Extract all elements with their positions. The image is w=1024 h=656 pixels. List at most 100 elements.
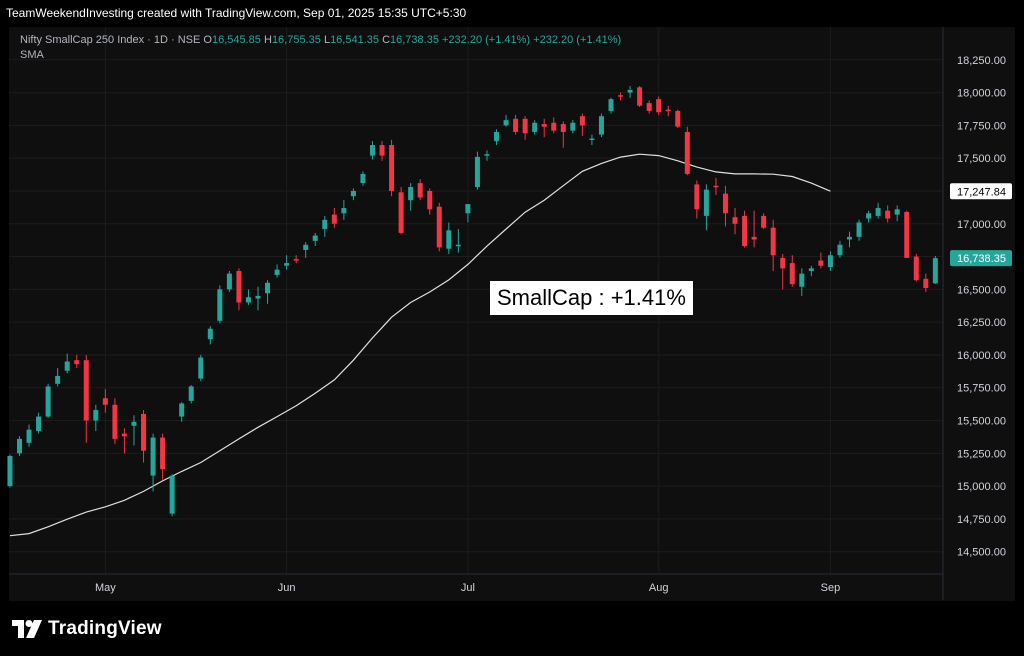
candle-up bbox=[808, 268, 814, 271]
candle-down bbox=[331, 214, 337, 224]
candle-down bbox=[780, 257, 786, 269]
legend-ohlc-row: Nifty SmallCap 250 Index · 1D · NSE O16,… bbox=[20, 33, 621, 48]
chart-caption: TeamWeekendInvesting created with Tradin… bbox=[6, 6, 467, 20]
x-tick-label: Jun bbox=[278, 582, 296, 594]
candle-down bbox=[656, 99, 662, 113]
candle-up bbox=[589, 138, 595, 140]
candle-down bbox=[398, 192, 404, 233]
candle-up bbox=[799, 273, 805, 287]
y-tick-label: 17,000.00 bbox=[957, 219, 1006, 231]
open-label: O bbox=[203, 34, 212, 46]
candle-down bbox=[160, 437, 166, 470]
candle-up bbox=[36, 416, 42, 432]
candle-down bbox=[102, 398, 108, 405]
candle-down bbox=[637, 87, 643, 106]
candle-up bbox=[188, 386, 194, 401]
candle-down bbox=[513, 118, 519, 132]
candle-up bbox=[360, 173, 366, 184]
y-tick-label: 17,500.00 bbox=[957, 153, 1006, 165]
candle-up bbox=[150, 437, 156, 476]
candle-down bbox=[551, 122, 557, 131]
open-value: 16,545.85 bbox=[211, 34, 261, 46]
tradingview-logo-icon bbox=[12, 620, 42, 638]
candle-up bbox=[303, 244, 309, 250]
candle-up bbox=[847, 236, 853, 240]
candle-down bbox=[522, 118, 528, 134]
candle-up bbox=[703, 189, 709, 216]
candle-up bbox=[866, 213, 872, 219]
candle-up bbox=[341, 208, 347, 214]
candle-down bbox=[112, 404, 118, 439]
candle-up bbox=[26, 429, 32, 443]
candle-up bbox=[274, 269, 280, 275]
candle-up bbox=[350, 190, 356, 197]
sma-last-box bbox=[950, 183, 1012, 200]
y-tick-label: 15,500.00 bbox=[957, 416, 1006, 428]
candle-down bbox=[751, 236, 757, 240]
symbol-name[interactable]: Nifty SmallCap 250 Index · 1D · NSE bbox=[20, 34, 201, 46]
candle-up bbox=[856, 222, 862, 237]
candle-up bbox=[503, 120, 509, 126]
footer-bar bbox=[0, 604, 1024, 656]
candle-up bbox=[484, 154, 490, 156]
candle-up bbox=[198, 357, 204, 379]
candle-up bbox=[265, 282, 271, 294]
candle-down bbox=[74, 360, 80, 365]
sma-indicator-label[interactable]: SMA bbox=[20, 49, 44, 61]
candle-up bbox=[255, 295, 261, 299]
candle-up bbox=[312, 235, 318, 241]
high-value: 16,755.35 bbox=[271, 34, 321, 46]
candle-down bbox=[579, 116, 585, 126]
candle-up bbox=[446, 230, 452, 249]
x-tick-label: Jul bbox=[461, 582, 475, 594]
brand-name: TradingView bbox=[48, 618, 162, 639]
candle-up bbox=[169, 475, 175, 514]
x-tick-label: Sep bbox=[821, 582, 841, 594]
last-close-box bbox=[950, 250, 1012, 267]
candle-up bbox=[875, 208, 881, 216]
candle-up bbox=[827, 255, 833, 268]
candle-down bbox=[913, 256, 919, 281]
candle-down bbox=[904, 211, 910, 258]
y-tick-label: 16,000.00 bbox=[957, 350, 1006, 362]
candle-down bbox=[665, 109, 671, 112]
candle-down bbox=[379, 145, 385, 156]
header-bar: TeamWeekendInvesting created with Tradin… bbox=[0, 0, 1024, 26]
candle-up bbox=[226, 273, 232, 290]
candle-up bbox=[207, 328, 213, 340]
candle-up bbox=[837, 244, 843, 256]
tradingview-brand[interactable]: TradingView bbox=[12, 617, 162, 641]
candle-down bbox=[722, 193, 728, 214]
candle-down bbox=[618, 95, 624, 97]
close-value: 16,738.35 bbox=[390, 34, 439, 46]
candle-up bbox=[455, 244, 461, 247]
candle-up bbox=[55, 375, 61, 384]
candle-up bbox=[598, 116, 604, 135]
y-tick-label: 14,750.00 bbox=[957, 514, 1006, 526]
candle-down bbox=[789, 263, 795, 285]
candle-down bbox=[427, 190, 433, 210]
candle-up bbox=[245, 297, 251, 303]
candle-down bbox=[732, 217, 738, 224]
candle-down bbox=[742, 215, 748, 247]
candle-up bbox=[284, 263, 290, 266]
sma-last-label: 17,247.84 bbox=[957, 186, 1006, 198]
candle-down bbox=[694, 184, 700, 210]
change-value-2: +232.20 (+1.41%) bbox=[533, 34, 622, 46]
candle-up bbox=[894, 209, 900, 215]
candle-up bbox=[494, 131, 500, 142]
candle-up bbox=[93, 410, 99, 421]
legend: Nifty SmallCap 250 Index · 1D · NSE O16,… bbox=[20, 33, 621, 63]
candle-up bbox=[465, 204, 471, 214]
candle-down bbox=[83, 360, 89, 421]
change-value: +232.20 (+1.41%) bbox=[442, 34, 531, 46]
candle-down bbox=[417, 183, 423, 198]
candle-down bbox=[684, 131, 690, 174]
x-tick-label: May bbox=[95, 582, 116, 594]
candle-up bbox=[64, 361, 70, 371]
close-label: C bbox=[382, 34, 391, 46]
last-close-label: 16,738.35 bbox=[957, 253, 1006, 265]
candle-down bbox=[675, 110, 681, 127]
candle-down bbox=[713, 185, 719, 188]
